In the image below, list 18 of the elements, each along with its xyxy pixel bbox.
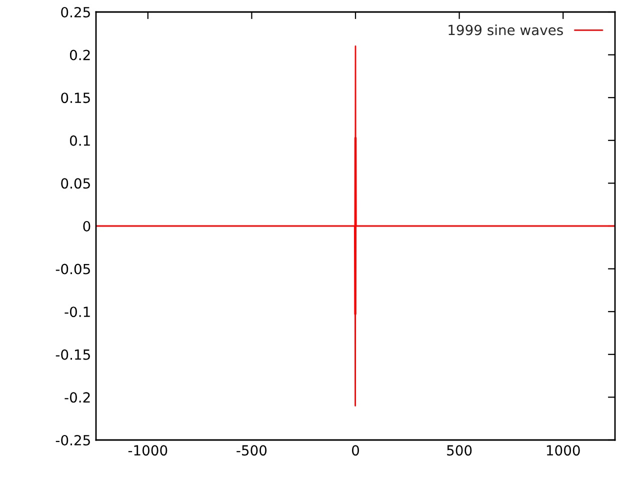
y-tick-label: 0 <box>83 220 90 232</box>
y-tick-label: -0.15 <box>56 349 90 360</box>
legend-label: 1999 sine waves <box>448 24 563 36</box>
y-tick-label: 0.2 <box>70 50 90 60</box>
y-tick-label: -0.1 <box>64 306 90 318</box>
x-tick-label: 1000 <box>546 445 580 456</box>
y-tick-label: 0.05 <box>61 178 90 189</box>
x-tick-label: -1000 <box>128 445 168 456</box>
y-tick-label: 0.1 <box>70 135 90 146</box>
y-tick-label: -0.25 <box>56 434 90 446</box>
y-tick-label: -0.05 <box>56 264 90 274</box>
y-tick-label: -0.2 <box>64 392 90 403</box>
x-tick-label: 500 <box>447 445 472 456</box>
x-tick-label: -500 <box>236 445 267 456</box>
line-series <box>96 46 615 406</box>
y-tick-label: 0.25 <box>61 6 90 18</box>
y-tick-label: 0.15 <box>61 92 90 104</box>
x-tick-label: 0 <box>352 445 359 456</box>
